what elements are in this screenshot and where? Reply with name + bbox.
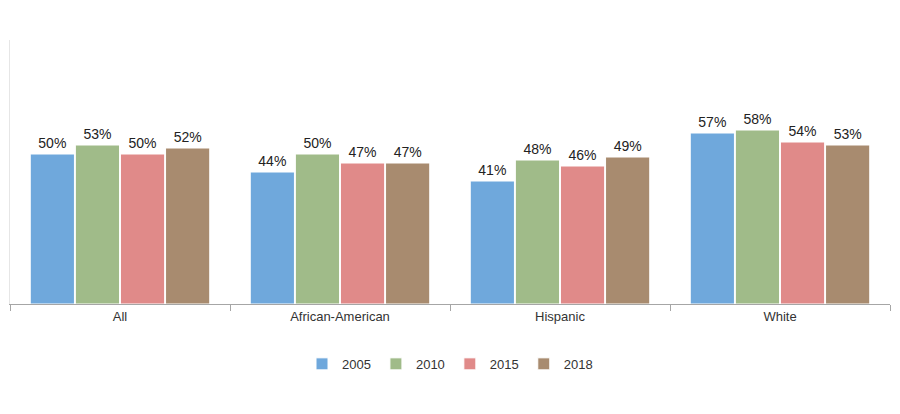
svg-text:2018: 2018	[564, 357, 593, 372]
svg-text:57%: 57%	[698, 114, 726, 130]
svg-text:2015: 2015	[490, 357, 519, 372]
svg-text:53%: 53%	[834, 126, 862, 142]
svg-text:44%: 44%	[258, 153, 286, 169]
svg-text:41%: 41%	[478, 162, 506, 178]
svg-text:47%: 47%	[349, 144, 377, 160]
svg-text:2010: 2010	[416, 357, 445, 372]
svg-text:54%: 54%	[789, 123, 817, 139]
svg-text:50%: 50%	[38, 135, 66, 151]
svg-text:50%: 50%	[129, 135, 157, 151]
svg-text:Hispanic: Hispanic	[535, 309, 585, 324]
svg-text:48%: 48%	[523, 141, 551, 157]
svg-text:46%: 46%	[569, 147, 597, 163]
svg-text:African-American: African-American	[290, 309, 390, 324]
svg-text:All: All	[113, 309, 128, 324]
svg-text:47%: 47%	[394, 144, 422, 160]
svg-text:53%: 53%	[83, 126, 111, 142]
svg-text:52%: 52%	[174, 129, 202, 145]
svg-text:White: White	[763, 309, 796, 324]
svg-text:58%: 58%	[743, 111, 771, 127]
svg-text:50%: 50%	[303, 135, 331, 151]
svg-text:2005: 2005	[342, 357, 371, 372]
svg-text:49%: 49%	[614, 138, 642, 154]
